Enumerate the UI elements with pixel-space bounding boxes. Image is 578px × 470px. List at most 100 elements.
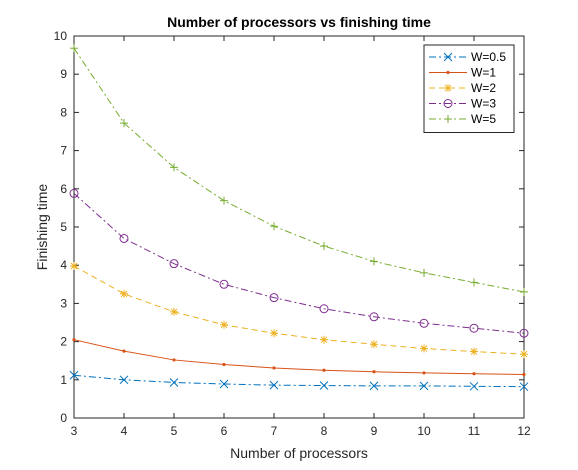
- marker-stroke: [419, 381, 429, 391]
- x-axis-title: Number of processors: [230, 445, 368, 461]
- marker-stroke: [119, 375, 129, 385]
- data-point: [519, 328, 529, 338]
- marker-stroke: [469, 381, 479, 391]
- data-point: [169, 378, 179, 387]
- data-point: [372, 370, 376, 374]
- x-tick-label: 8: [321, 424, 328, 438]
- marker-stroke: [319, 381, 329, 390]
- legend-marker: [446, 70, 450, 75]
- legend-marker: [444, 115, 452, 123]
- marker-stroke: [70, 262, 78, 270]
- series-line: [73, 265, 525, 355]
- data-point: [420, 268, 428, 277]
- marker-stroke: [270, 329, 278, 337]
- marker-stroke: [443, 52, 453, 62]
- data-point: [170, 307, 178, 316]
- data-point: [70, 261, 78, 270]
- data-point: [369, 312, 379, 322]
- legend-item: W=0.5: [429, 50, 506, 64]
- y-tick-label: 1: [60, 373, 67, 387]
- chart-title: Number of processors vs finishing time: [167, 14, 431, 30]
- y-tick-label: 0: [60, 411, 67, 425]
- y-tick-label: 5: [60, 220, 67, 234]
- legend-label: W=1: [471, 66, 496, 80]
- data-point: [222, 362, 226, 367]
- legend-marker: [443, 99, 453, 108]
- data-point: [72, 338, 76, 342]
- marker-stroke: [170, 308, 178, 316]
- series-4: [69, 188, 529, 338]
- marker-stroke: [520, 350, 528, 358]
- data-point: [519, 382, 529, 392]
- y-tick-label: 3: [60, 296, 67, 310]
- data-point: [270, 222, 278, 231]
- x-tick-label: 5: [171, 424, 178, 438]
- data-point: [269, 380, 279, 390]
- series-2: [72, 338, 526, 377]
- series-line: [73, 47, 525, 293]
- data-point: [272, 366, 276, 370]
- marker-stroke: [269, 380, 279, 390]
- data-point: [70, 44, 78, 53]
- marker-stroke: [370, 340, 378, 348]
- data-point: [219, 279, 229, 289]
- marker-stroke: [69, 370, 79, 380]
- data-point: [220, 320, 228, 329]
- marker-stroke: [320, 336, 328, 344]
- y-tick-label: 4: [60, 258, 67, 272]
- data-point: [319, 381, 329, 390]
- data-point: [69, 370, 79, 380]
- series-5: [70, 44, 528, 296]
- series-line: [73, 339, 525, 375]
- legend: W=0.5 W=1W=2 W=3W=5: [423, 44, 515, 133]
- data-point: [420, 344, 428, 353]
- marker-stroke: [369, 381, 379, 391]
- legend-marker: [443, 52, 453, 62]
- data-point: [269, 293, 279, 303]
- series-line: [73, 193, 525, 334]
- data-point: [470, 347, 478, 356]
- data-point: [320, 335, 328, 344]
- legend-item: W=3: [429, 97, 496, 111]
- legend-box: [423, 44, 515, 133]
- legend-item: W=1: [429, 66, 496, 80]
- x-tick-label: 3: [71, 424, 78, 438]
- data-point: [119, 233, 129, 243]
- marker-stroke: [220, 321, 228, 329]
- data-point: [270, 329, 278, 338]
- data-point: [169, 259, 179, 269]
- x-tick-label: 7: [271, 424, 278, 438]
- data-point: [122, 349, 126, 353]
- data-point: [370, 257, 378, 266]
- data-point: [170, 163, 178, 172]
- legend-marker: [444, 84, 452, 92]
- y-tick-label: 10: [54, 29, 68, 43]
- legend-label: W=0.5: [471, 50, 506, 64]
- y-axis-title: Finishing time: [34, 184, 50, 271]
- series-1: [69, 370, 529, 392]
- y-tick-label: 8: [60, 105, 67, 119]
- data-point: [220, 196, 228, 205]
- data-point: [69, 188, 79, 198]
- legend-label: W=3: [471, 97, 496, 111]
- x-tick-label: 6: [221, 424, 228, 438]
- data-point: [422, 371, 426, 375]
- data-point: [219, 379, 229, 389]
- y-tick-label: 7: [60, 144, 67, 158]
- legend-label: W=2: [471, 81, 496, 95]
- data-point: [419, 318, 429, 328]
- data-point: [319, 304, 329, 314]
- marker-stroke: [169, 378, 179, 387]
- data-point: [469, 323, 479, 333]
- series-group: [69, 44, 529, 392]
- marker-stroke: [444, 84, 452, 92]
- data-point: [472, 372, 476, 376]
- legend-item: W=5: [429, 112, 496, 126]
- data-point: [322, 368, 326, 372]
- marker-stroke: [519, 382, 529, 392]
- data-point: [520, 350, 528, 359]
- data-point: [172, 358, 176, 362]
- y-tick-label: 6: [60, 182, 67, 196]
